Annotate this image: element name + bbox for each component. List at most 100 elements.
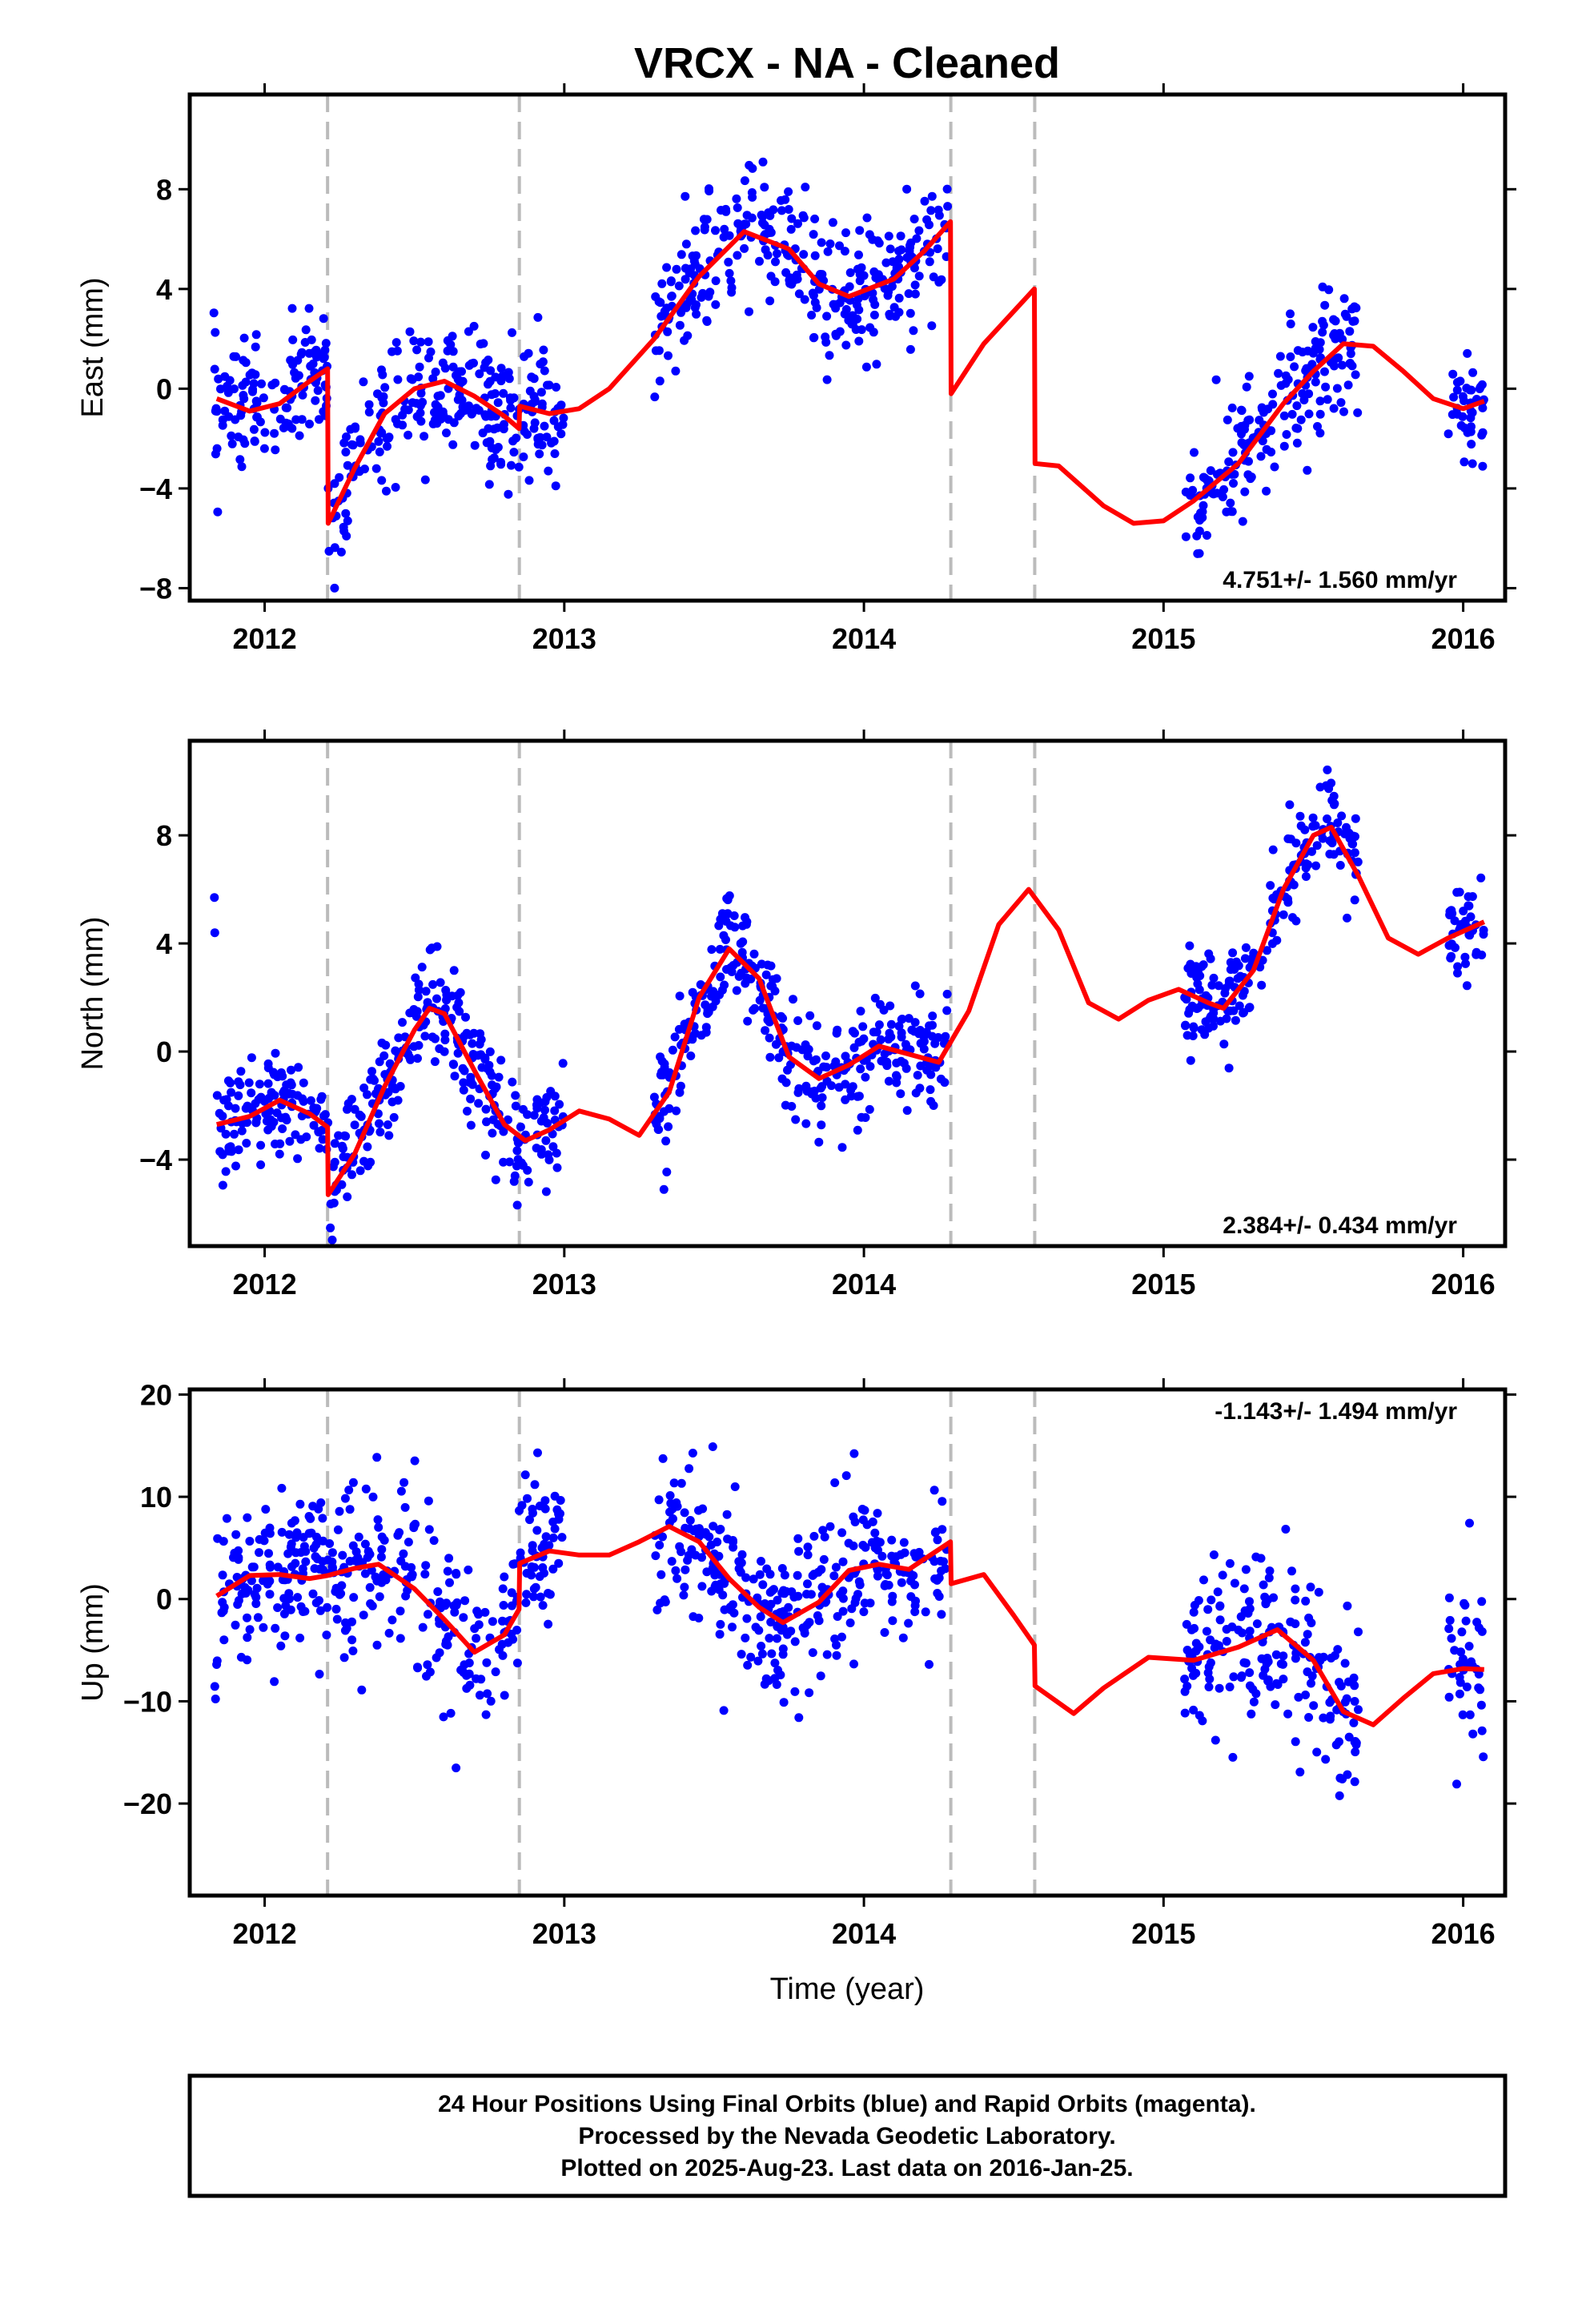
data-point [733,203,742,212]
data-point [755,256,764,266]
data-point [738,921,748,931]
data-point [894,308,904,317]
data-point [1240,954,1250,963]
data-point [295,1633,305,1642]
data-point [315,1144,324,1153]
data-point [499,1157,508,1167]
data-point [817,1565,826,1574]
data-point [375,1128,385,1137]
data-point [1194,1003,1203,1012]
data-point [1251,1552,1261,1562]
data-point [1271,1650,1281,1659]
data-point [405,327,415,336]
data-point [823,247,833,256]
data-point [1335,861,1345,870]
data-point [536,1592,545,1602]
data-point [910,981,920,991]
data-point [888,1616,897,1626]
data-point [1456,376,1465,386]
data-point [350,1120,359,1130]
data-point [472,1606,482,1616]
data-point [482,1117,491,1127]
data-point [1315,428,1325,438]
data-point [383,1088,393,1097]
data-point [1215,1615,1225,1625]
data-point [519,452,528,461]
data-point [500,1572,509,1582]
data-point [1194,1596,1203,1605]
data-point [221,1167,231,1176]
data-point [372,1640,382,1650]
data-point [1294,1692,1303,1702]
data-point [817,238,826,247]
data-point [243,1513,252,1522]
data-point [1304,389,1314,399]
data-point [543,1119,552,1128]
data-point [212,444,222,453]
data-point [252,412,262,422]
data-point [212,1656,222,1666]
data-point [315,415,323,424]
data-point [937,1610,946,1619]
data-point [861,362,871,372]
data-point [904,1014,913,1023]
data-point [1238,991,1247,1000]
data-point [396,1606,405,1616]
data-point [1207,980,1217,990]
data-point [837,1528,847,1538]
data-point [1309,1701,1319,1711]
data-point [433,392,443,401]
data-point [1350,1697,1359,1706]
model-curve [215,825,1486,1197]
data-point [1447,951,1456,961]
data-point [1243,416,1253,425]
data-point [1264,1573,1274,1582]
data-point [1295,1767,1305,1777]
data-point [1337,811,1347,821]
data-point [765,1052,775,1062]
data-point [1231,1015,1240,1025]
data-point [1307,1618,1316,1627]
data-point [662,1168,672,1176]
footer-line-3: Plotted on 2025-Aug-23. Last data on 201… [560,2155,1133,2181]
data-point [761,1026,770,1035]
data-point [1340,309,1350,319]
data-point [1465,1710,1475,1719]
data-point [359,377,368,387]
data-point [914,226,924,235]
data-point [771,1039,781,1049]
data-point [790,1637,800,1647]
data-point [764,208,773,218]
data-point [295,1499,305,1509]
data-point [1468,459,1477,468]
data-point [549,416,559,425]
data-point [327,1557,337,1566]
data-point [1455,887,1464,897]
data-point [859,271,869,280]
data-point [1247,953,1257,963]
data-point [298,1094,307,1104]
data-point [409,1005,419,1014]
data-point [237,1126,247,1136]
data-point [375,1592,384,1602]
data-point [1303,860,1313,870]
data-point [1308,323,1318,332]
data-point [721,917,731,926]
data-point [418,1622,428,1632]
data-point [359,1156,368,1166]
data-point [816,1671,825,1681]
data-point [533,1448,542,1458]
data-point [287,304,297,313]
data-point [1334,353,1343,363]
data-point [409,336,419,346]
data-point [512,1200,522,1210]
data-point [550,1491,560,1501]
data-point [688,1449,697,1458]
x-tick-label: 2016 [1431,1268,1496,1301]
data-point [849,1043,859,1052]
data-point [486,461,496,471]
data-point [304,304,314,313]
data-point [267,1091,276,1100]
data-point [1186,473,1195,483]
data-point [1241,1659,1251,1668]
